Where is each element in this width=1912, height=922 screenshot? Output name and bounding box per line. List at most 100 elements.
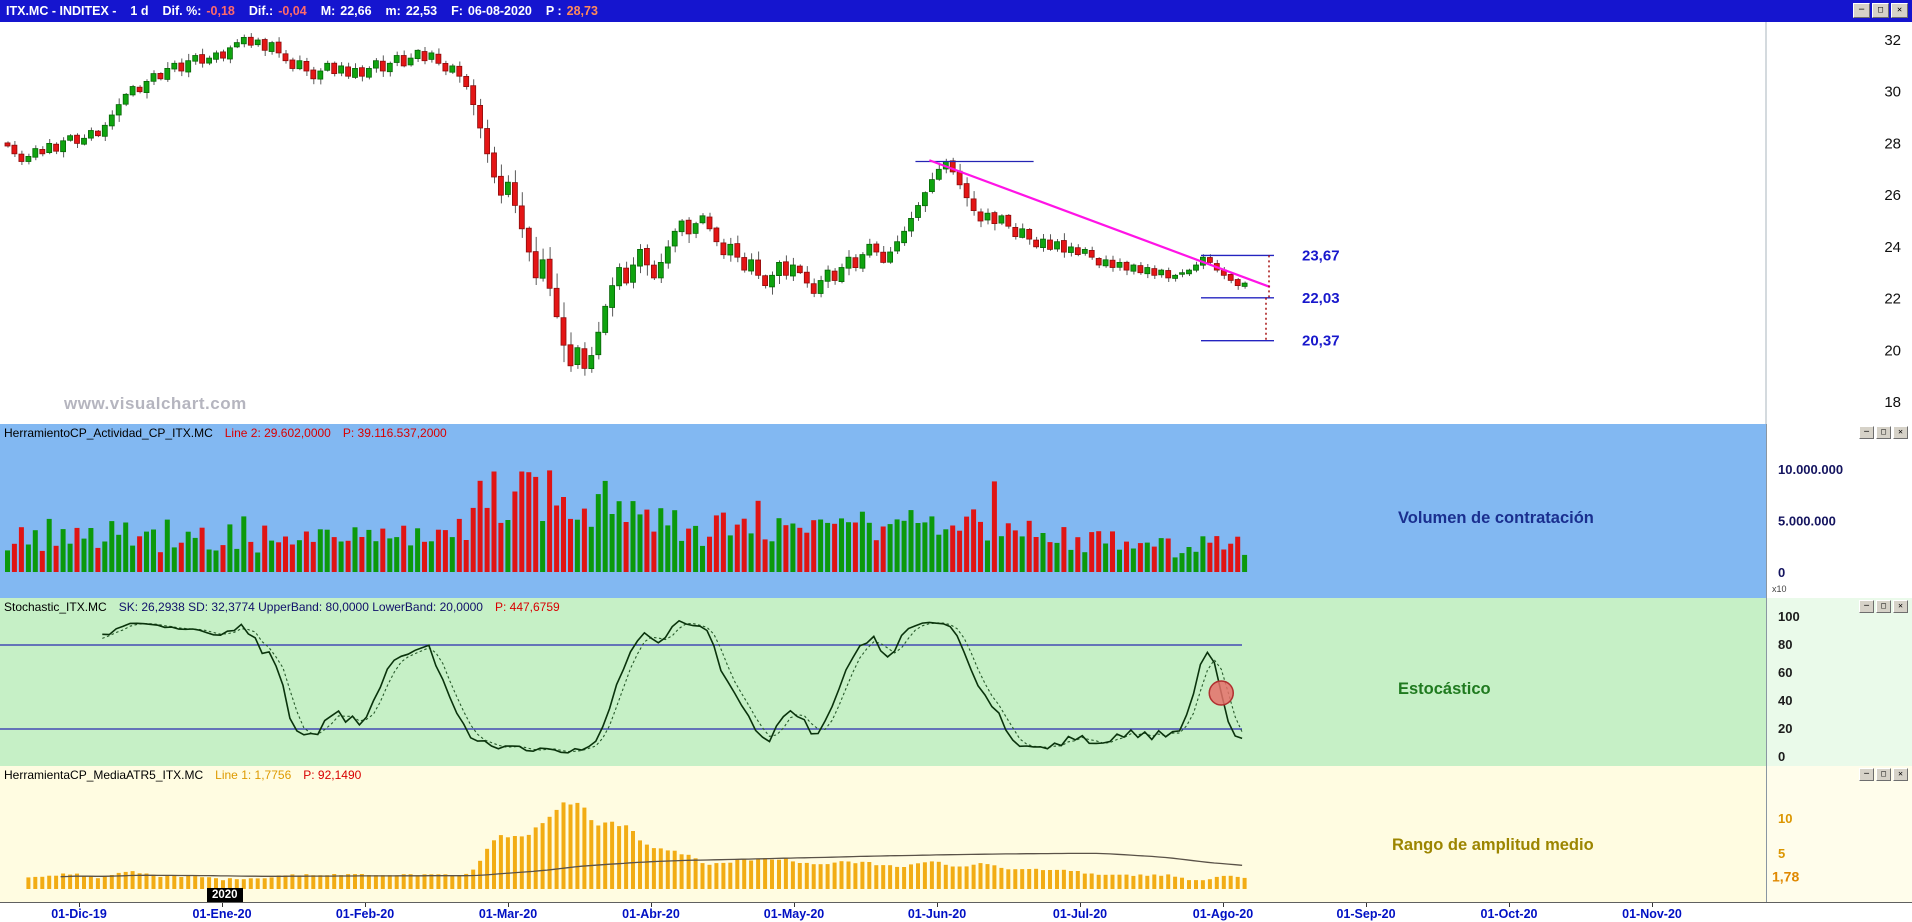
price-axis-tick: 18 — [1884, 394, 1901, 411]
position-value: P : 28,73 — [546, 4, 598, 18]
dif: Dif.: -0,04 — [249, 4, 307, 18]
price-axis-tick: 28 — [1884, 135, 1901, 152]
volume-line-value: Line 2: 29.602,0000 — [224, 426, 331, 440]
trend-line[interactable] — [928, 159, 1271, 288]
atr-axis-background — [1766, 766, 1912, 902]
stochastic-axis-tick: 40 — [1778, 693, 1792, 708]
date-label: F: — [451, 4, 463, 18]
price-axis-tick: 20 — [1884, 342, 1901, 359]
close-icon[interactable]: ✕ — [1891, 3, 1908, 18]
time-axis-label: 01-Jul-20 — [1052, 907, 1108, 921]
volume-scale-note: x10 — [1772, 584, 1787, 594]
candles-layer — [4, 36, 1248, 370]
atr-indicator-name: HerramientaCP_MediaATR5_ITX.MC — [4, 768, 204, 782]
volume-axis-tick: 10.000.000 — [1778, 462, 1843, 477]
stochastic-params: SK: 26,2938 SD: 32,3774 UpperBand: 80,00… — [118, 600, 483, 614]
close-icon[interactable]: ✕ — [1893, 768, 1908, 781]
time-axis-tick — [79, 903, 80, 907]
p-value: 28,73 — [566, 4, 598, 18]
price-level-label: 23,67 — [1302, 247, 1340, 264]
candle-wicks-layer — [7, 33, 1246, 376]
atr-panel-label: Rango de amplitud medio — [1392, 836, 1594, 854]
time-axis-tick — [651, 903, 652, 907]
maximize-icon[interactable]: □ — [1876, 600, 1891, 613]
volume-panel-label: Volumen de contratación — [1398, 509, 1594, 527]
atr-current-value: 1,78 — [1772, 869, 1799, 885]
atr-line-value: Line 1: 1,7756 — [215, 768, 292, 782]
min-value: 22,53 — [405, 4, 438, 18]
time-axis-label: 01-Jun-20 — [907, 907, 967, 921]
price-level-label: 22,03 — [1302, 290, 1340, 307]
year-box: 2020 — [207, 888, 243, 902]
volume-panel-header: HerramientoCP_Actividad_CP_ITX.MC Line 2… — [4, 426, 447, 440]
minimize-icon[interactable]: ─ — [1853, 3, 1870, 18]
symbol-title: ITX.MC - INDITEX - — [6, 4, 117, 18]
price-chart-canvas[interactable]: 23,67 22,03 20,37 32 30 28 26 24 22 20 18 — [0, 22, 1912, 424]
volume-chart-canvas[interactable]: 10.000.000 5.000.000 0 x10 — [0, 424, 1912, 598]
price-axis-tick: 32 — [1884, 32, 1901, 49]
price-axis-tick: 26 — [1884, 187, 1901, 204]
time-axis[interactable]: 01-Dic-19 01-Ene-20 01-Feb-20 01-Mar-20 01-A… — [0, 902, 1912, 922]
dif-pct-value: -0,18 — [206, 4, 235, 18]
stochastic-plot-background — [0, 598, 1766, 766]
stochastic-panel: 100 80 60 40 20 0 Stochastic_ITX.MC SK: 26,29… — [0, 598, 1912, 766]
signal-circle[interactable] — [1208, 680, 1234, 706]
stochastic-panel-header: Stochastic_ITX.MC SK: 26,2938 SD: 32,377… — [4, 600, 560, 614]
close-icon[interactable]: ✕ — [1893, 426, 1908, 439]
price-level-label: 20,37 — [1302, 333, 1340, 350]
volume-axis-background — [1766, 424, 1912, 598]
watermark: www.visualchart.com — [64, 394, 247, 413]
price-axis-tick: 22 — [1884, 291, 1901, 308]
time-axis-label: 01-Oct-20 — [1480, 907, 1538, 921]
time-axis-tick — [1652, 903, 1653, 907]
dif-pct: Dif. %: -0,18 — [162, 4, 234, 18]
volume-window-controls: ─ □ ✕ — [1859, 426, 1908, 439]
atr-axis-tick: 10 — [1778, 811, 1792, 826]
max-label: M: — [320, 4, 336, 18]
time-axis-tick — [937, 903, 938, 907]
close-icon[interactable]: ✕ — [1893, 600, 1908, 613]
timeframe-label: 1 d — [130, 4, 149, 18]
volume-axis-tick: 5.000.000 — [1778, 514, 1836, 529]
time-axis-tick — [1366, 903, 1367, 907]
minimize-icon[interactable]: ─ — [1859, 426, 1874, 439]
maximize-icon[interactable]: □ — [1876, 426, 1891, 439]
sk-line — [102, 619, 1243, 754]
maximize-icon[interactable]: □ — [1872, 3, 1889, 18]
time-axis-label: 01-Feb-20 — [335, 907, 395, 921]
dif-pct-label: Dif. %: — [162, 4, 202, 18]
price-panel: 23,67 22,03 20,37 32 30 28 26 24 22 20 18 www.visu… — [0, 22, 1912, 424]
volume-bars — [5, 470, 1248, 572]
atr-chart-canvas[interactable]: 10 5 1,78 — [0, 766, 1912, 902]
max-value: 22,66 — [340, 4, 372, 18]
atr-bars — [26, 802, 1247, 889]
stochastic-indicator-name: Stochastic_ITX.MC — [4, 600, 107, 614]
stochastic-axis-background — [1766, 598, 1912, 766]
time-axis-label: 01-Sep-20 — [1336, 907, 1396, 921]
volume-axis-tick: 0 — [1778, 565, 1785, 580]
day-min: m: 22,53 — [386, 4, 438, 18]
time-axis-tick — [508, 903, 509, 907]
session-date: F: 06-08-2020 — [451, 4, 532, 18]
stochastic-chart-canvas[interactable]: 100 80 60 40 20 0 — [0, 598, 1912, 766]
date-value: 06-08-2020 — [467, 4, 532, 18]
price-axis-tick: 24 — [1884, 239, 1901, 256]
stochastic-axis-tick: 80 — [1778, 637, 1792, 652]
minimize-icon[interactable]: ─ — [1859, 768, 1874, 781]
maximize-icon[interactable]: □ — [1876, 768, 1891, 781]
minimize-icon[interactable]: ─ — [1859, 600, 1874, 613]
time-axis-tick — [1509, 903, 1510, 907]
dif-value: -0,04 — [278, 4, 307, 18]
time-axis-label: 01-Dic-19 — [51, 907, 107, 921]
atr-p-value: P: 92,1490 — [303, 768, 362, 782]
stochastic-window-controls: ─ □ ✕ — [1859, 600, 1908, 613]
window-titlebar[interactable]: ITX.MC - INDITEX - 1 d Dif. %: -0,18 Dif… — [0, 0, 1912, 22]
price-axis-tick: 30 — [1884, 84, 1901, 101]
time-axis-tick — [794, 903, 795, 907]
atr-average-line — [60, 852, 1243, 878]
volume-p-value: P: 39.116.537,2000 — [342, 426, 447, 440]
time-axis-label: 01-Nov-20 — [1622, 907, 1682, 921]
time-axis-tick — [1080, 903, 1081, 907]
atr-panel: 10 5 1,78 HerramientaCP_MediaATR5_ITX.MC L… — [0, 766, 1912, 902]
stochastic-axis-tick: 60 — [1778, 665, 1792, 680]
